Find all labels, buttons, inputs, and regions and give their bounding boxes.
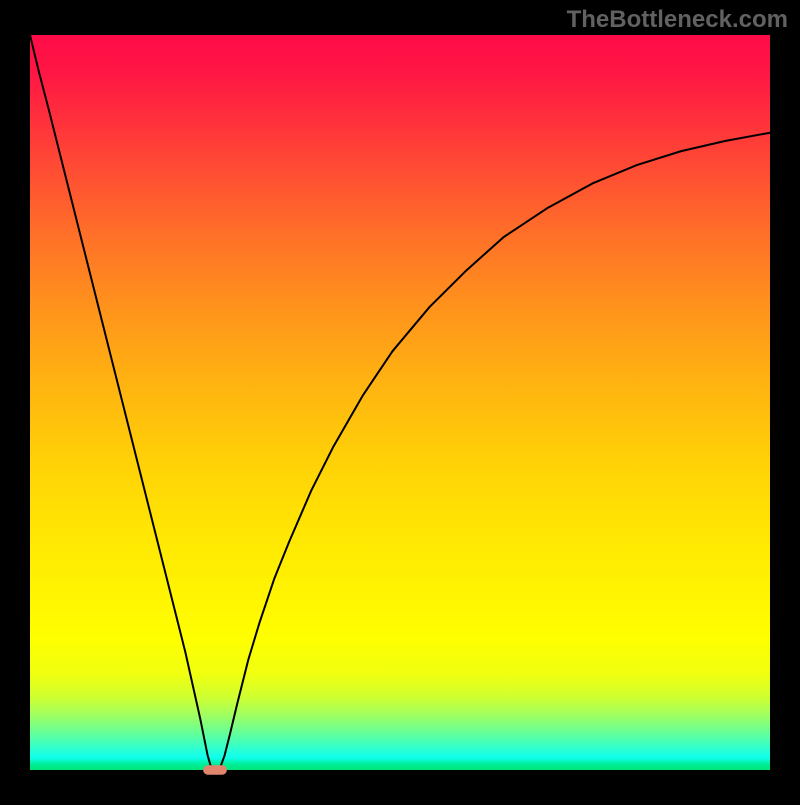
watermark-text: TheBottleneck.com (567, 6, 788, 34)
chart-container (0, 0, 800, 800)
bottleneck-chart-svg (0, 0, 800, 800)
optimal-point-marker (203, 765, 227, 775)
gradient-plot-background (30, 35, 770, 770)
